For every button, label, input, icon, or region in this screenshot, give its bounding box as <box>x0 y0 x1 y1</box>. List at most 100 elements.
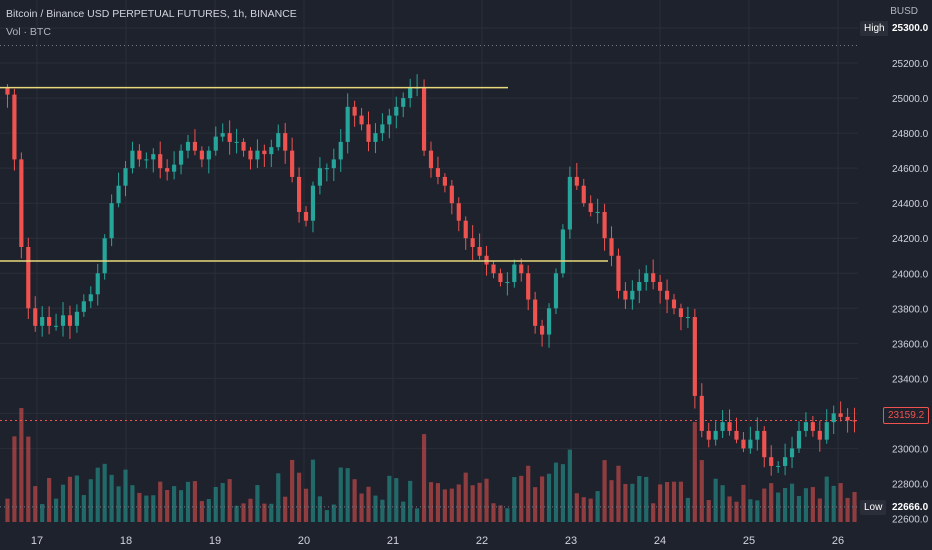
volume-bar <box>95 467 100 522</box>
time-axis-tick-label: 25 <box>743 535 755 547</box>
price-axis-tick-label: 22800.0 <box>892 479 929 490</box>
candle-body <box>845 416 850 421</box>
low-value: 22666.0 <box>888 500 932 515</box>
candle-body <box>609 238 614 256</box>
volume-bar <box>60 484 66 522</box>
volume-bar <box>241 503 246 522</box>
volume-bar <box>102 463 107 522</box>
volume-bar <box>470 485 475 522</box>
volume-bar <box>574 493 579 522</box>
volume-bar <box>463 472 468 522</box>
volume-bar <box>435 483 441 522</box>
volume-bar <box>290 459 295 522</box>
low-label: Low <box>860 500 887 515</box>
volume-bar <box>109 474 114 522</box>
candle-body <box>165 168 170 172</box>
candle-body <box>81 301 86 312</box>
candle-body <box>262 150 267 155</box>
candle-body <box>373 133 378 142</box>
candle-body <box>248 150 253 160</box>
candle-body <box>290 150 295 177</box>
candle-body <box>178 150 184 165</box>
volume-bar <box>394 478 399 522</box>
price-axis-tick-label: 24200.0 <box>892 234 929 245</box>
candle-body <box>824 422 829 440</box>
volume-bar <box>456 484 461 522</box>
candle-body <box>498 273 503 283</box>
time-axis-tick-label: 22 <box>476 535 488 547</box>
candle-body <box>838 413 843 417</box>
candle-body <box>185 141 191 151</box>
candle-body <box>803 422 809 431</box>
candle-body <box>789 448 795 458</box>
volume-bar <box>366 486 371 522</box>
candle-body <box>255 150 260 160</box>
volume-bar <box>415 508 420 522</box>
candle-body <box>123 168 128 186</box>
candle-body <box>658 282 663 291</box>
high-value: 25300.0 <box>888 21 932 36</box>
volume-bar <box>449 488 454 522</box>
candle-body <box>19 159 24 247</box>
volume-bar <box>269 503 274 522</box>
volume-bar <box>380 499 385 522</box>
volume-bar <box>53 498 59 522</box>
volume-bar <box>776 492 781 522</box>
candle-body <box>53 325 59 327</box>
volume-bar <box>442 489 447 522</box>
candle-body <box>449 185 454 204</box>
candle-body <box>533 299 538 326</box>
candle-body <box>408 87 413 99</box>
candle-body <box>817 430 822 440</box>
candle-body <box>484 255 489 265</box>
volume-bar <box>26 436 31 522</box>
volume-bar <box>19 408 24 522</box>
candle-body <box>505 282 510 284</box>
volume-bar <box>560 464 566 522</box>
volume-bar <box>262 503 267 522</box>
volume-bar <box>408 480 413 522</box>
volume-bar <box>505 508 510 522</box>
candle-body <box>637 282 642 291</box>
volume-bar <box>748 499 753 522</box>
candle-body <box>852 420 857 422</box>
volume-bar <box>658 484 663 522</box>
candle-body <box>435 168 441 177</box>
volume-bar <box>255 485 260 522</box>
candle-body <box>734 430 739 440</box>
candle-body <box>192 141 198 151</box>
volume-bar <box>227 479 232 522</box>
candle-body <box>283 133 288 151</box>
candle-body <box>623 290 628 300</box>
volume-bar <box>803 488 809 522</box>
volume-bar <box>769 483 774 522</box>
volume-bar <box>421 434 427 522</box>
candle-body <box>602 211 607 239</box>
volume-bar <box>88 479 93 522</box>
candle-body <box>442 176 447 186</box>
candle-body <box>595 211 600 213</box>
candle-body <box>727 422 732 431</box>
candle-body <box>137 150 142 160</box>
price-axis-tick-label: 23000.0 <box>892 444 929 455</box>
time-axis-tick-label: 24 <box>654 535 666 547</box>
price-axis-tick-label: 24400.0 <box>892 199 929 210</box>
volume-bar <box>540 476 545 522</box>
volume-bar <box>178 490 184 522</box>
volume-bar <box>338 467 343 522</box>
candle-body <box>234 141 239 143</box>
candle-body <box>366 124 371 142</box>
time-axis-tick-label: 20 <box>298 535 310 547</box>
volume-bar <box>359 493 364 522</box>
volume-bar <box>130 485 135 522</box>
price-axis-tick-label: 23800.0 <box>892 304 929 315</box>
candle-body <box>151 154 156 160</box>
currency-label: BUSD <box>890 6 918 17</box>
price-axis-tick-label: 23600.0 <box>892 339 929 350</box>
candle-body <box>95 273 100 295</box>
candle-body <box>352 106 357 116</box>
candle-body <box>102 238 107 274</box>
candle-body <box>692 317 697 396</box>
volume-bar <box>158 481 163 522</box>
